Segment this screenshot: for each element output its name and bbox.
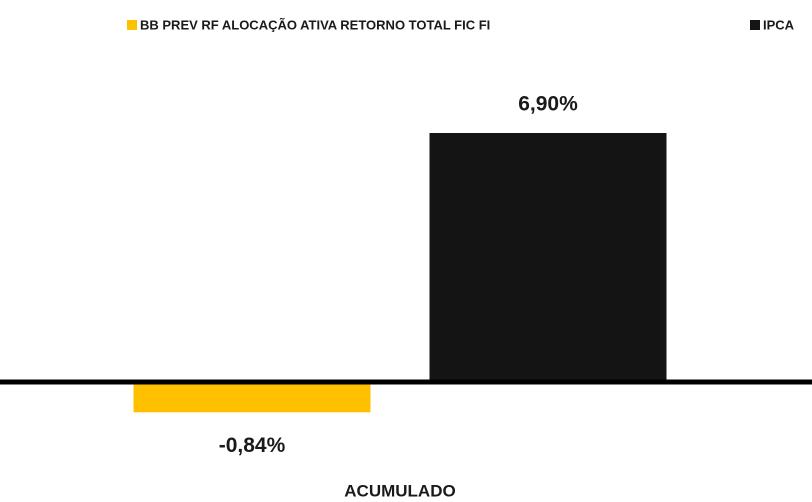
bar — [429, 133, 667, 382]
legend-swatch — [750, 20, 760, 30]
legend-swatch — [127, 20, 137, 30]
legend-label: BB PREV RF ALOCAÇÃO ATIVA RETORNO TOTAL … — [140, 17, 490, 32]
bar — [133, 382, 371, 413]
value-label: 6,90% — [518, 93, 578, 116]
value-label: -0,84% — [219, 434, 286, 457]
category-label: ACUMULADO — [344, 481, 455, 500]
legend-label: IPCA — [763, 17, 795, 32]
